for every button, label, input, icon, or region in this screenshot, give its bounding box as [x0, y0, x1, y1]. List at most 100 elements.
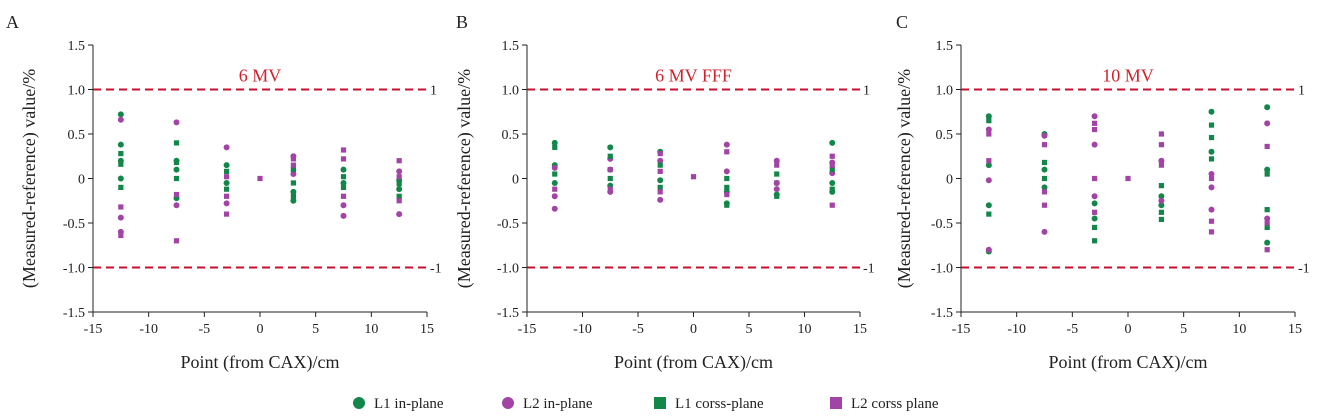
y-tick-label: 1.0 — [936, 84, 954, 99]
data-point — [1158, 131, 1164, 137]
data-point — [223, 200, 230, 207]
data-point — [1264, 215, 1271, 222]
legend-item-l1-corss-plane: L1 corss-plane — [654, 396, 764, 412]
data-point — [829, 186, 835, 192]
data-point — [173, 140, 180, 146]
data-point — [657, 150, 663, 157]
legend-marker — [502, 397, 514, 409]
y-tick-label: -1.0 — [63, 262, 85, 277]
data-point — [1264, 224, 1270, 231]
legend-item-l2-corss-plane: L2 corss plane — [830, 396, 939, 412]
data-point — [1041, 202, 1048, 208]
data-point — [340, 193, 347, 199]
data-point — [1041, 189, 1048, 195]
data-point — [723, 168, 730, 175]
data-point — [1041, 142, 1048, 148]
data-point — [396, 211, 403, 218]
data-point — [774, 162, 780, 168]
x-tick-label: 0 — [1125, 322, 1132, 337]
data-point — [224, 168, 230, 174]
y-tick-label: 1.0 — [502, 84, 520, 99]
y-tick-label: 0.5 — [502, 128, 520, 143]
data-point — [657, 168, 663, 174]
x-axis-title: Point (from CAX)/cm — [1049, 352, 1208, 373]
data-point — [657, 189, 663, 195]
panel-letter: B — [456, 12, 468, 32]
data-point — [340, 184, 347, 190]
limit-label: -1 — [430, 262, 442, 277]
limit-label: -1 — [863, 262, 875, 277]
x-tick-label: 0 — [690, 322, 697, 337]
data-point — [1041, 166, 1048, 173]
data-point — [1264, 104, 1271, 111]
data-point — [1158, 157, 1165, 164]
data-point — [118, 204, 124, 210]
data-point — [986, 118, 992, 124]
y-tick-label: -1.5 — [63, 306, 85, 321]
y-tick-label: -0.5 — [931, 217, 953, 232]
data-point — [829, 153, 835, 159]
data-point — [1208, 175, 1215, 182]
data-point — [1092, 120, 1098, 126]
data-point — [340, 156, 347, 162]
data-point — [1091, 141, 1098, 148]
data-point — [223, 179, 230, 186]
data-point — [290, 156, 296, 162]
data-point — [986, 131, 992, 137]
data-point — [396, 193, 402, 199]
data-point — [1041, 228, 1048, 235]
data-point — [118, 161, 124, 167]
data-point — [173, 191, 180, 198]
data-point — [986, 158, 992, 164]
data-point — [1125, 175, 1131, 182]
data-point — [1041, 132, 1048, 139]
data-point — [1158, 193, 1165, 200]
data-point — [1041, 184, 1048, 191]
data-point — [224, 186, 230, 192]
data-point — [173, 119, 180, 126]
data-point — [723, 141, 730, 148]
data-point — [1091, 215, 1098, 222]
data-point — [657, 162, 663, 168]
data-point — [1264, 166, 1271, 173]
limit-label: 1 — [430, 84, 437, 99]
y-tick-label: 1.5 — [936, 39, 954, 54]
y-tick-label: 0.5 — [68, 128, 86, 143]
limit-label: 1 — [1298, 84, 1305, 99]
data-point — [1264, 247, 1270, 253]
x-tick-label: 5 — [746, 322, 753, 337]
x-axis-title: Point (from CAX)/cm — [181, 352, 340, 373]
x-tick-label: 5 — [312, 322, 319, 337]
series-l2-in-plane — [985, 113, 1271, 253]
data-point — [1092, 209, 1098, 215]
series-l1-corss-plane — [118, 140, 402, 199]
data-point — [1208, 108, 1215, 115]
data-point — [773, 186, 780, 193]
x-tick-label: -10 — [1007, 322, 1026, 337]
y-tick-label: 0 — [512, 173, 519, 188]
x-tick-label: 10 — [798, 322, 812, 337]
data-point — [1208, 122, 1215, 128]
data-point — [290, 167, 296, 173]
data-point — [1208, 184, 1215, 191]
y-tick-label: 1.5 — [68, 39, 86, 54]
data-point — [690, 174, 697, 180]
data-point — [396, 168, 403, 175]
data-point — [607, 144, 614, 151]
data-point — [173, 159, 180, 166]
data-point — [224, 211, 230, 217]
legend-label: L2 corss plane — [851, 396, 939, 412]
x-axis-title: Point (from CAX)/cm — [614, 352, 773, 373]
data-point — [1158, 209, 1164, 215]
data-point — [290, 162, 296, 168]
data-point — [829, 139, 836, 146]
data-point — [607, 153, 613, 159]
data-point — [1208, 218, 1215, 224]
chart-title: 6 MV — [239, 66, 282, 86]
data-point — [1092, 238, 1098, 244]
legend-marker — [353, 397, 365, 409]
data-point — [1264, 207, 1270, 213]
data-point — [1158, 202, 1165, 209]
series-l2-in-plane — [117, 116, 403, 235]
